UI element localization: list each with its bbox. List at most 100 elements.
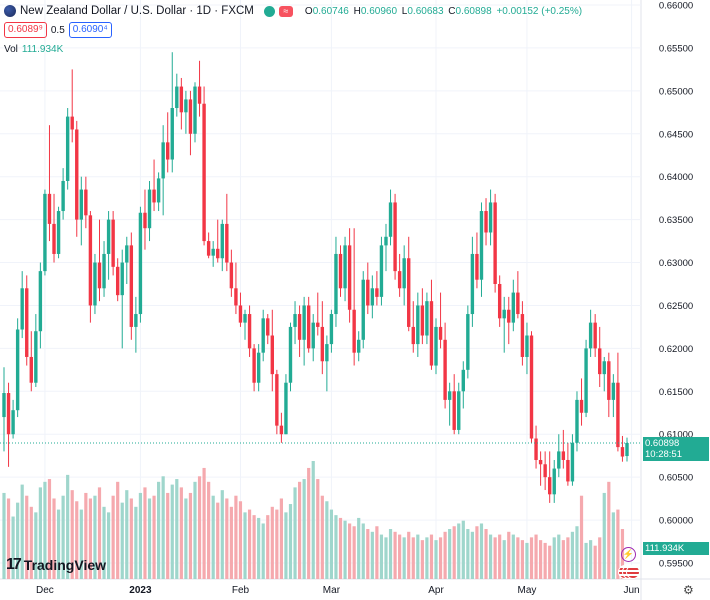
candle-body: [347, 245, 352, 310]
candle: [266, 314, 270, 345]
candle-body: [29, 356, 33, 383]
candle-body: [361, 279, 365, 340]
candle-body: [611, 382, 616, 400]
volume-value: 111.934K: [21, 44, 64, 55]
volume-bar: [197, 476, 202, 579]
candle: [311, 314, 315, 362]
volume-bar: [220, 490, 224, 579]
volume-bar: [297, 481, 302, 579]
gear-icon[interactable]: ⚙: [683, 583, 694, 597]
price-tick-label: 0.63000: [659, 258, 693, 269]
buy-price-button[interactable]: 0.6090⁴: [68, 22, 112, 38]
volume-label[interactable]: Vol: [4, 44, 18, 55]
tv-logo-icon: 17: [6, 556, 22, 573]
volume-bar: [607, 481, 611, 579]
candle: [225, 193, 229, 272]
candle-body: [293, 314, 297, 327]
time-tick-label: Mar: [323, 585, 341, 596]
candle: [502, 296, 506, 353]
candle: [470, 236, 475, 327]
candle-body: [115, 266, 120, 296]
volume-bar: [379, 534, 384, 579]
candle-body: [106, 219, 111, 254]
wave-icon[interactable]: ≈: [278, 5, 293, 17]
candle-body: [557, 451, 561, 469]
volume-bar: [170, 484, 174, 579]
candle-body: [297, 314, 302, 340]
candle-body: [279, 425, 284, 435]
candle: [620, 435, 625, 462]
volume-bar: [525, 542, 529, 579]
candle: [534, 425, 538, 469]
candle: [388, 189, 393, 246]
volume-bar: [152, 495, 156, 579]
tradingview-logo[interactable]: 17 TradingView: [6, 556, 106, 574]
candle-body: [570, 442, 575, 482]
candle-body: [370, 288, 375, 306]
symbol-title[interactable]: New Zealand Dollar / U.S. Dollar · 1D · …: [20, 5, 254, 17]
candle-body: [625, 442, 629, 457]
candle-body: [252, 348, 256, 383]
volume-bar: [38, 487, 42, 579]
price-tick-label: 0.65000: [659, 86, 693, 97]
candle-body: [388, 202, 393, 237]
candle-body: [516, 292, 520, 315]
candle: [120, 249, 124, 349]
candle: [484, 198, 488, 246]
candle: [293, 301, 297, 345]
volume-bar: [402, 537, 406, 579]
candle-body: [184, 99, 188, 113]
candle: [529, 331, 534, 443]
time-tick-label: Dec: [36, 585, 54, 596]
candle-body: [275, 374, 279, 426]
volume-bar: [611, 512, 615, 579]
volume-bar: [179, 487, 183, 579]
volume-bar: [325, 501, 329, 579]
candle-body: [566, 459, 570, 482]
candle-body: [65, 116, 70, 181]
price-tick-label: 0.66000: [659, 1, 693, 12]
candle: [129, 232, 134, 340]
volume-bar: [25, 495, 29, 579]
price-tick-label: 0.63500: [659, 215, 693, 226]
volume-bar: [411, 537, 415, 579]
candle-body: [311, 322, 315, 349]
candle: [561, 429, 566, 469]
candle: [543, 451, 547, 491]
candle: [184, 90, 188, 134]
candle: [270, 309, 274, 392]
chart-header: New Zealand Dollar / U.S. Dollar · 1D · …: [4, 5, 584, 17]
candle-body: [56, 211, 61, 254]
candle-body: [357, 339, 361, 353]
candle: [593, 314, 597, 357]
candle-body: [552, 468, 556, 495]
volume-bar: [570, 531, 575, 579]
volume-bar: [498, 534, 502, 579]
candle: [416, 292, 420, 357]
candle-body: [366, 279, 370, 306]
close-key: C: [448, 5, 456, 17]
economic-events-icon[interactable]: [618, 563, 640, 579]
candle: [15, 318, 20, 418]
candle: [316, 292, 320, 336]
market-open-icon[interactable]: [263, 5, 275, 17]
candle: [188, 90, 193, 156]
candle: [234, 262, 238, 315]
candle: [334, 236, 338, 327]
candle-body: [529, 335, 534, 439]
volume-bar: [593, 545, 597, 579]
candle: [238, 292, 243, 327]
candle: [134, 296, 138, 353]
candle-body: [438, 326, 443, 340]
volume-bar: [393, 531, 397, 579]
candle: [493, 193, 497, 293]
lightning-icon[interactable]: ⚡: [621, 547, 636, 562]
volume-bar: [307, 467, 311, 579]
candle: [65, 108, 70, 190]
candle: [297, 305, 302, 357]
candle-body: [420, 305, 425, 336]
volume-bar: [584, 542, 588, 579]
candle-body: [488, 202, 493, 233]
sell-price-button[interactable]: 0.6089⁹: [4, 22, 47, 38]
